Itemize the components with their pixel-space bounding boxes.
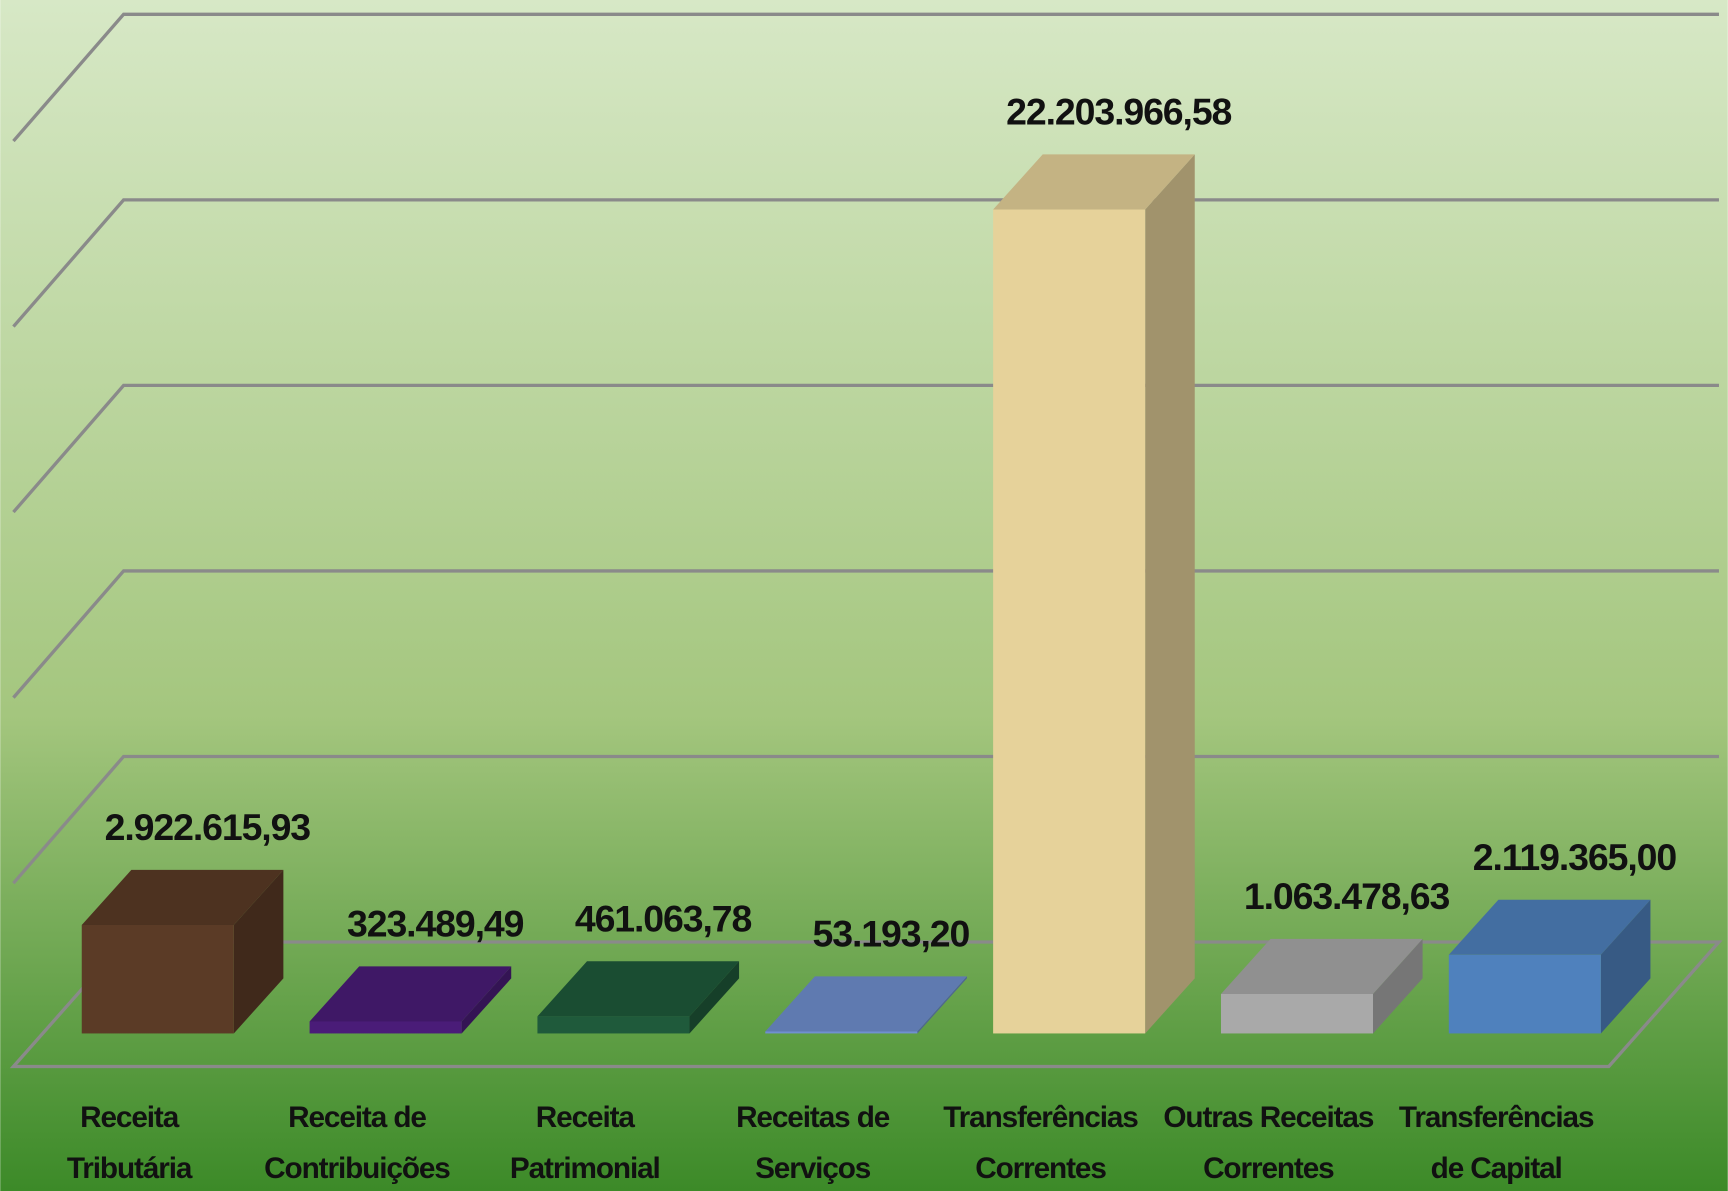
bar-top bbox=[309, 966, 512, 1022]
x-tick-label: Tributária bbox=[67, 1152, 193, 1185]
value-label: 2.922.615,93 bbox=[105, 806, 311, 848]
x-tick-label: Serviços bbox=[755, 1152, 871, 1185]
bar bbox=[765, 1031, 918, 1034]
bar-side bbox=[233, 869, 284, 1034]
x-tick-label: Transferências bbox=[943, 1101, 1138, 1134]
bar bbox=[1220, 993, 1374, 1034]
bar-top bbox=[993, 154, 1195, 210]
x-tick-label: Patrimonial bbox=[510, 1152, 660, 1185]
bar-side bbox=[461, 966, 512, 1034]
bar-top bbox=[1448, 899, 1651, 955]
x-tick-label: Receita bbox=[536, 1101, 636, 1134]
value-label: 53.193,20 bbox=[813, 913, 970, 955]
bar bbox=[537, 1016, 690, 1034]
value-label: 323.489,49 bbox=[347, 903, 524, 945]
x-tick-label: de Capital bbox=[1431, 1152, 1562, 1185]
bar bbox=[1448, 954, 1601, 1034]
value-label: 22.203.966,58 bbox=[1006, 91, 1231, 133]
bar-side bbox=[917, 976, 967, 1034]
bar-top bbox=[765, 976, 967, 1032]
x-tick-label: Receitas de bbox=[736, 1101, 890, 1134]
grid-line bbox=[12, 12, 1719, 143]
x-tick-label: Transferências bbox=[1399, 1101, 1594, 1134]
x-tick-label: Receita de bbox=[288, 1101, 426, 1134]
x-tick-label: Receita bbox=[80, 1101, 180, 1134]
bar bbox=[309, 1021, 462, 1034]
value-label: 2.119.365,00 bbox=[1473, 836, 1677, 878]
x-tick-label: Outras Receitas bbox=[1163, 1101, 1373, 1134]
bar-top bbox=[1220, 938, 1423, 994]
bar-side bbox=[1145, 154, 1195, 1034]
bar bbox=[81, 924, 234, 1034]
bar bbox=[993, 209, 1146, 1034]
bar-side bbox=[1373, 938, 1423, 1034]
x-tick-label: Correntes bbox=[975, 1152, 1106, 1185]
bar-top bbox=[537, 961, 740, 1017]
x-tick-label: Contribuições bbox=[264, 1152, 450, 1185]
value-label: 461.063,78 bbox=[575, 897, 752, 939]
bar-side bbox=[689, 961, 740, 1034]
x-tick-label: Correntes bbox=[1203, 1152, 1334, 1185]
value-label: 1.063.478,63 bbox=[1244, 875, 1450, 917]
bar-side bbox=[1600, 899, 1651, 1034]
bar-top bbox=[81, 869, 284, 925]
